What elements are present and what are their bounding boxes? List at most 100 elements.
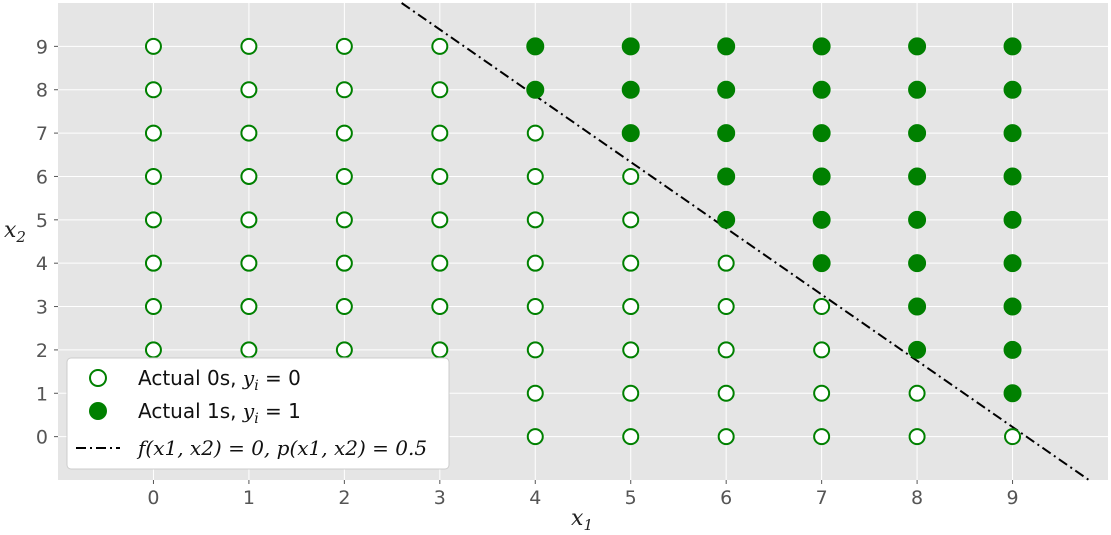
y-tick-labels: 0 1 2 3 4 5 6 7 8 9: [36, 36, 58, 449]
point-actual-1: [908, 124, 927, 143]
point-actual-1: [812, 254, 831, 273]
legend-label-actual-0s: Actual 0s, yi = 0: [138, 366, 301, 394]
point-actual-0: [431, 211, 449, 229]
point-actual-0: [526, 124, 544, 142]
point-actual-0: [335, 124, 353, 142]
x-tick-labels: 0 1 2 3 4 5 6 7 8 9: [147, 480, 1019, 509]
point-actual-0: [526, 298, 544, 316]
point-actual-1: [812, 80, 831, 99]
point-actual-1: [621, 80, 640, 99]
point-actual-0: [622, 167, 640, 185]
point-actual-0: [526, 167, 544, 185]
point-actual-0: [526, 428, 544, 446]
point-actual-0: [431, 341, 449, 359]
point-actual-0: [622, 384, 640, 402]
point-actual-0: [526, 341, 544, 359]
point-actual-0: [431, 167, 449, 185]
y-tick-label: 6: [36, 166, 48, 188]
x-tick-label: 5: [625, 487, 637, 509]
point-actual-1: [812, 37, 831, 56]
point-actual-0: [717, 384, 735, 402]
point-actual-0: [240, 298, 258, 316]
point-actual-0: [813, 298, 831, 316]
point-actual-0: [717, 298, 735, 316]
y-tick-label: 1: [36, 383, 48, 405]
point-actual-1: [717, 210, 736, 229]
point-actual-0: [717, 428, 735, 446]
x-tick-label: 6: [720, 487, 732, 509]
x-tick-label: 4: [529, 487, 541, 509]
point-actual-0: [622, 341, 640, 359]
point-actual-1: [621, 37, 640, 56]
point-actual-1: [1003, 297, 1022, 316]
point-actual-1: [812, 124, 831, 143]
point-actual-0: [813, 384, 831, 402]
point-actual-0: [240, 167, 258, 185]
legend-label-boundary: f(x1, x2) = 0, p(x1, x2) = 0.5: [136, 436, 427, 460]
y-tick-label: 3: [36, 297, 48, 319]
point-actual-1: [908, 37, 927, 56]
point-actual-1: [1003, 167, 1022, 186]
point-actual-1: [908, 254, 927, 273]
y-tick-label: 5: [36, 210, 48, 232]
point-actual-0: [240, 211, 258, 229]
point-actual-1: [621, 124, 640, 143]
point-actual-1: [1003, 384, 1022, 403]
x-tick-label: 0: [147, 487, 159, 509]
point-actual-0: [144, 81, 162, 99]
point-actual-0: [431, 254, 449, 272]
point-actual-0: [622, 211, 640, 229]
legend-label-actual-1s: Actual 1s, yi = 1: [138, 399, 301, 427]
point-actual-0: [908, 428, 926, 446]
point-actual-1: [717, 80, 736, 99]
point-actual-0: [240, 341, 258, 359]
y-axis-label: x2: [4, 218, 26, 246]
legend-marker-actual-0s: [89, 369, 107, 387]
x-axis-label: x1: [571, 506, 593, 534]
point-actual-0: [335, 211, 353, 229]
point-actual-0: [717, 341, 735, 359]
point-actual-0: [144, 341, 162, 359]
x-tick-label: 8: [911, 487, 923, 509]
point-actual-1: [1003, 37, 1022, 56]
point-actual-0: [813, 341, 831, 359]
point-actual-1: [717, 37, 736, 56]
point-actual-0: [335, 37, 353, 55]
x-tick-label: 3: [434, 487, 446, 509]
point-actual-1: [908, 167, 927, 186]
point-actual-0: [144, 37, 162, 55]
point-actual-0: [335, 341, 353, 359]
point-actual-1: [1003, 254, 1022, 273]
point-actual-0: [622, 254, 640, 272]
point-actual-0: [240, 37, 258, 55]
point-actual-1: [526, 37, 545, 56]
point-actual-1: [908, 210, 927, 229]
point-actual-0: [526, 384, 544, 402]
point-actual-1: [812, 167, 831, 186]
point-actual-1: [717, 167, 736, 186]
point-actual-1: [908, 340, 927, 359]
legend: Actual 0s, yi = 0 Actual 1s, yi = 1 f(x1…: [66, 357, 450, 470]
point-actual-0: [622, 428, 640, 446]
y-tick-label: 8: [36, 80, 48, 102]
point-actual-0: [431, 81, 449, 99]
point-actual-1: [1003, 340, 1022, 359]
point-actual-0: [144, 211, 162, 229]
point-actual-0: [717, 254, 735, 272]
point-actual-1: [1003, 210, 1022, 229]
point-actual-0: [908, 384, 926, 402]
point-actual-1: [908, 297, 927, 316]
point-actual-0: [813, 428, 831, 446]
point-actual-0: [144, 124, 162, 142]
x-tick-label: 9: [1006, 487, 1018, 509]
y-tick-label: 4: [36, 253, 48, 275]
point-actual-0: [526, 254, 544, 272]
y-tick-label: 9: [36, 36, 48, 58]
point-actual-1: [1003, 124, 1022, 143]
point-actual-0: [335, 298, 353, 316]
point-actual-0: [240, 81, 258, 99]
point-actual-1: [908, 80, 927, 99]
point-actual-1: [812, 210, 831, 229]
x-tick-label: 1: [243, 487, 255, 509]
